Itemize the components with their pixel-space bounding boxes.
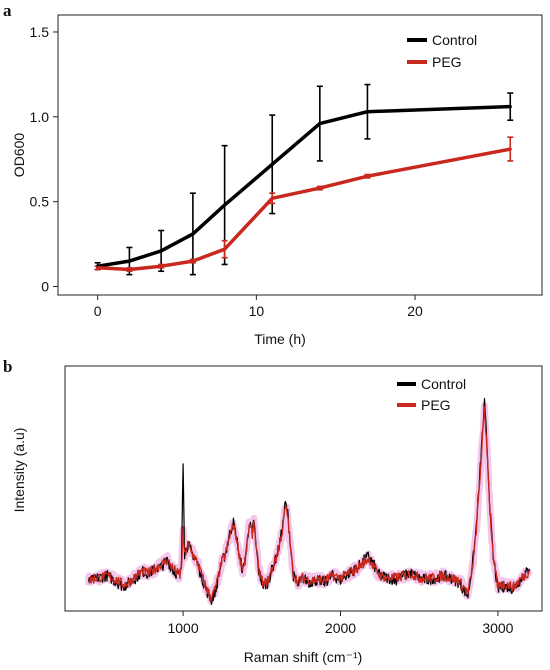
a-point-control	[508, 105, 512, 109]
a-point-peg	[96, 266, 100, 270]
legend-a-control-label: Control	[432, 32, 477, 48]
a-point-peg	[318, 186, 322, 190]
panel-a-letter: a	[3, 1, 12, 20]
a-y-tick-label: 0.5	[30, 194, 50, 210]
a-x-tick-label: 10	[249, 303, 265, 319]
legend-a-peg-label: PEG	[432, 54, 462, 70]
a-point-peg	[508, 147, 512, 151]
a-series-line-control	[97, 104, 511, 268]
a-x-tick-label: 0	[94, 303, 102, 319]
b-x-tick-label: 2000	[325, 620, 356, 636]
panel-a-plot-frame	[57, 14, 543, 296]
panel-a-legend: Control PEG	[407, 32, 477, 70]
b-x-tick-label: 3000	[482, 620, 513, 636]
panel-b-plot-frame	[64, 365, 543, 612]
b-series-line-peg	[88, 406, 530, 602]
a-point-control	[223, 203, 227, 207]
a-y-tick-label: 1.5	[30, 24, 50, 40]
legend-b-control-label: Control	[421, 376, 466, 392]
a-point-peg	[365, 174, 370, 178]
panel-a-x-axis-title: Time (h)	[254, 331, 306, 347]
a-point-peg	[159, 264, 163, 268]
a-point-control	[159, 249, 163, 253]
a-point-control	[365, 110, 370, 114]
panel-a-y-axis-title: OD600	[11, 133, 27, 178]
panel-b-legend: Control PEG	[397, 376, 466, 413]
panel-b-y-axis-title: Intensity (a.u)	[11, 428, 27, 513]
b-x-tick-label: 1000	[167, 620, 198, 636]
a-y-tick-label: 0	[41, 279, 49, 295]
panel-a-growth-curve: a 0 10 20 0 0.5 1.0 1.5 Time (h) OD600 Control…	[3, 1, 543, 347]
a-point-peg	[191, 259, 195, 263]
legend-b-peg-label: PEG	[421, 397, 451, 413]
panel-b-letter: b	[3, 357, 12, 376]
a-point-peg	[223, 247, 227, 251]
a-point-peg	[270, 196, 274, 200]
panel-b-x-axis-title: Raman shift (cm⁻¹)	[244, 649, 363, 665]
a-point-control	[318, 122, 322, 126]
panel-b-raman-spectrum: b 1000 2000 3000 Raman shift (cm⁻¹) Intens…	[3, 357, 543, 665]
a-point-peg	[127, 267, 132, 272]
a-point-control	[191, 232, 195, 236]
a-point-control	[127, 259, 132, 263]
a-point-control	[270, 162, 274, 166]
a-x-tick-label: 20	[407, 303, 423, 319]
a-y-tick-label: 1.0	[30, 109, 50, 125]
